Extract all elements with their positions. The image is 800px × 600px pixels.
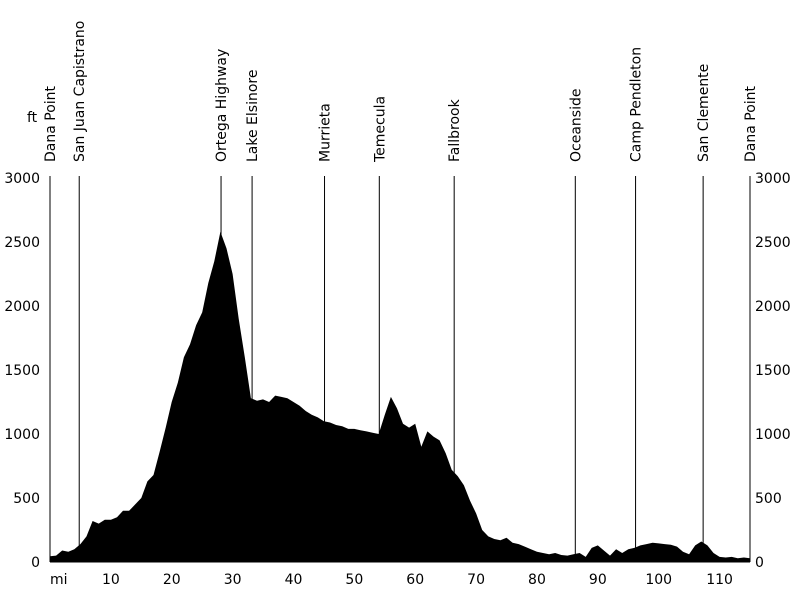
x-tick-label: 90 [589, 572, 607, 588]
location-labels: Dana Point San Juan Capistrano Ortega High… [43, 21, 759, 163]
location-label: Camp Pendleton [629, 47, 645, 162]
location-label: Dana Point [43, 85, 59, 162]
y-tick-label: 500 [13, 491, 40, 507]
x-tick-label: 10 [102, 572, 120, 588]
y-tick-label: 1000 [4, 427, 40, 443]
y-tick-labels-left: 0 500 1000 1500 2000 2500 3000 [4, 171, 40, 571]
y-tick-label-right: 1000 [755, 427, 791, 443]
y-tick-label-right: 2500 [755, 235, 791, 251]
y-tick-labels-right: 0 500 1000 1500 2000 2500 3000 [755, 171, 791, 571]
location-label: Oceanside [568, 89, 584, 162]
y-tick-label-right: 0 [755, 555, 764, 571]
x-tick-label: 70 [467, 572, 485, 588]
y-tick-label-right: 3000 [755, 171, 791, 187]
x-tick-label: 110 [706, 572, 733, 588]
x-tick-label: 60 [406, 572, 424, 588]
y-tick-label: 2500 [4, 235, 40, 251]
location-label: Fallbrook [447, 98, 463, 162]
location-label: Dana Point [743, 85, 759, 162]
x-tick-labels: 10 20 30 40 50 60 70 80 90 100 110 [102, 572, 733, 588]
x-tick-label: 80 [528, 572, 546, 588]
location-label: Lake Elsinore [245, 70, 261, 162]
location-label: San Juan Capistrano [72, 21, 88, 162]
y-tick-label: 0 [31, 555, 40, 571]
elevation-area [50, 231, 750, 563]
location-label: Temecula [372, 96, 388, 163]
x-tick-label: 40 [285, 572, 303, 588]
x-tick-label: 100 [645, 572, 672, 588]
y-tick-label: 3000 [4, 171, 40, 187]
y-tick-label-right: 500 [755, 491, 782, 507]
y-tick-label-right: 2000 [755, 299, 791, 315]
location-label: San Clemente [696, 64, 712, 162]
y-tick-label-right: 1500 [755, 363, 791, 379]
location-label: Murrieta [318, 103, 334, 162]
y-tick-label: 1500 [4, 363, 40, 379]
x-tick-label: 30 [224, 572, 242, 588]
x-tick-label: 20 [163, 572, 181, 588]
location-label: Ortega Highway [214, 49, 230, 162]
y-tick-label: 2000 [4, 299, 40, 315]
x-tick-label: 50 [345, 572, 363, 588]
y-unit-label: ft [27, 110, 38, 126]
x-unit-label: mi [50, 572, 68, 588]
